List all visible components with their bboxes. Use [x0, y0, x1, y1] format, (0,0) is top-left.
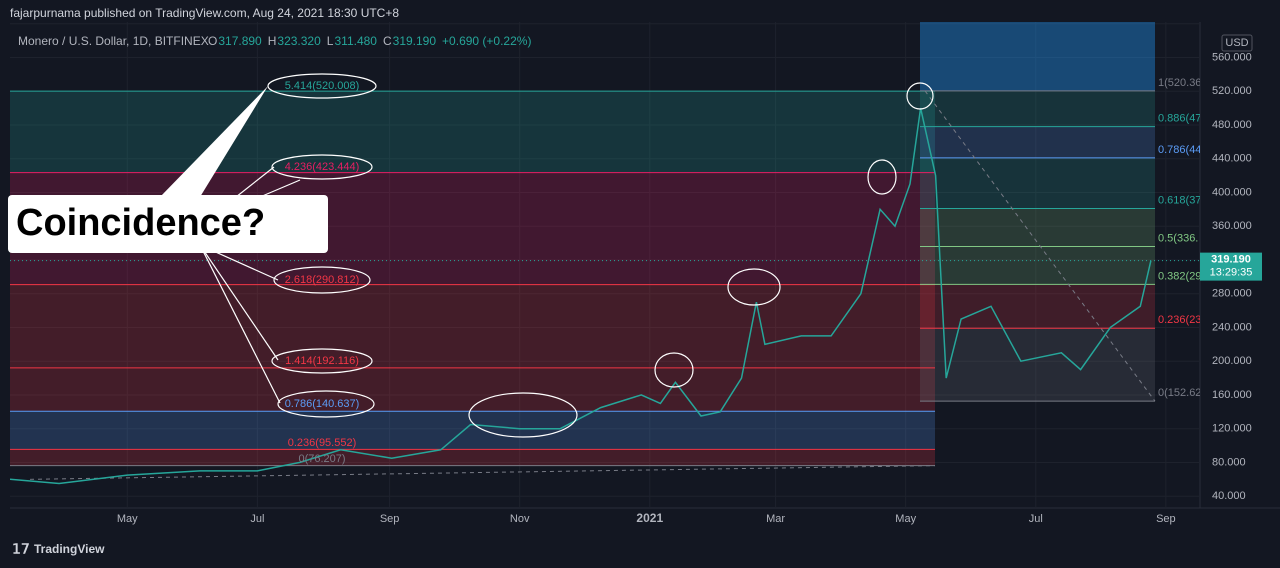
fib-zone — [10, 284, 935, 368]
fib-label: 0.382(29 — [1158, 270, 1201, 282]
y-tick-label: 240.000 — [1212, 321, 1252, 333]
fib-label: 0(76.207) — [298, 453, 345, 465]
y-tick-label: 40.000 — [1212, 490, 1246, 502]
x-tick-label: Jul — [250, 513, 264, 525]
countdown: 13:29:35 — [1210, 267, 1253, 279]
ohlc-value: 319.190 — [393, 34, 437, 48]
fib-label: 0.236(95.552) — [288, 437, 357, 449]
published: fajarpurnama published on TradingView.co… — [10, 6, 399, 20]
fib-label: 0(152.62 — [1158, 387, 1201, 399]
x-tick-label: May — [895, 513, 916, 525]
fib-zone — [10, 91, 935, 173]
trend-line — [29, 465, 936, 480]
x-tick-label: May — [117, 513, 138, 525]
fib-zone — [10, 449, 935, 466]
fib-label: 0.886(47 — [1158, 113, 1201, 125]
fib-label: 5.414(520.008) — [285, 80, 360, 92]
x-tick-label: Mar — [766, 513, 785, 525]
fib-zone — [920, 90, 1155, 127]
fib-label: 1.414(192.116) — [285, 355, 359, 367]
last-price-label: 319.190 — [1211, 254, 1251, 266]
symbol: Monero / U.S. Dollar, 1D, BITFINEX — [18, 34, 209, 48]
y-tick-label: 480.000 — [1212, 119, 1252, 131]
y-tick-label: 520.000 — [1212, 85, 1252, 97]
fib-label: 0.236(23 — [1158, 314, 1201, 326]
ohlc-key: O — [208, 34, 217, 48]
y-tick-label: 400.000 — [1212, 186, 1252, 198]
plot: 1(520.36 0.886(47 0.786(44 0.618(37 0.5(336.… — [10, 22, 1201, 508]
y-tick-label: 160.000 — [1212, 389, 1252, 401]
footer: TradingView — [34, 542, 105, 556]
y-tick-label: 200.000 — [1212, 355, 1252, 367]
fib-label: 0.786(140.637) — [285, 398, 360, 410]
callout-tail — [160, 86, 268, 197]
last-price-box — [1200, 252, 1262, 281]
fib-zone — [920, 328, 1155, 402]
fib-zone — [920, 157, 1155, 209]
fib-zone — [10, 411, 935, 450]
x-tick-label: Nov — [510, 513, 530, 525]
change: +0.690 (+0.22%) — [442, 34, 531, 48]
fib-label: 0.5(336. — [1158, 232, 1198, 244]
x-tick-label: Sep — [1156, 513, 1176, 525]
y-tick-label: 120.000 — [1212, 423, 1252, 435]
x-tick-label: 2021 — [636, 511, 663, 525]
ohlc-value: 311.480 — [334, 34, 377, 48]
callout-box — [8, 195, 328, 253]
fib-label: 1(520.36 — [1158, 77, 1201, 89]
fib-zone — [920, 208, 1155, 247]
x-tick-label: Sep — [380, 513, 400, 525]
fib-zone — [920, 22, 1155, 91]
annotation: Coincidence? — [16, 202, 265, 244]
ohlc-value: 323.320 — [277, 34, 321, 48]
annotation-group: Coincidence? — [8, 73, 934, 438]
ohlc: O 317.890 H 323.320 L 311.480 C 319.190 +0.690 (… — [208, 34, 531, 48]
fib-zone — [920, 284, 1155, 329]
fib-label: 4.236(423.444) — [285, 161, 360, 173]
fib-label: 2.618(290.812) — [285, 274, 360, 286]
currency: USD — [1225, 37, 1248, 49]
ohlc-key: L — [327, 34, 334, 48]
currency-box — [1221, 34, 1253, 52]
y-tick-label: 440.000 — [1212, 153, 1252, 165]
price-line — [10, 107, 1152, 485]
y-tick-label: 360.000 — [1212, 220, 1252, 232]
ohlc-key: H — [268, 34, 277, 48]
y-tick-label: 280.000 — [1212, 288, 1252, 300]
ohlc-value: 317.890 — [218, 34, 262, 48]
fib-zone — [920, 246, 1155, 285]
x-tick-label: Jul — [1029, 513, 1043, 525]
trend-line — [924, 90, 1156, 402]
fib-label: 0.618(37 — [1158, 194, 1201, 206]
y-tick-label: 560.000 — [1212, 51, 1252, 63]
y-tick-label: 80.000 — [1212, 456, 1246, 468]
fib-zone — [10, 367, 935, 412]
ohlc-key: C — [383, 34, 392, 48]
logo: 𝟣𝟩 — [12, 541, 30, 557]
fib-label: 0.786(44 — [1158, 144, 1201, 156]
fib-zone — [920, 126, 1155, 158]
